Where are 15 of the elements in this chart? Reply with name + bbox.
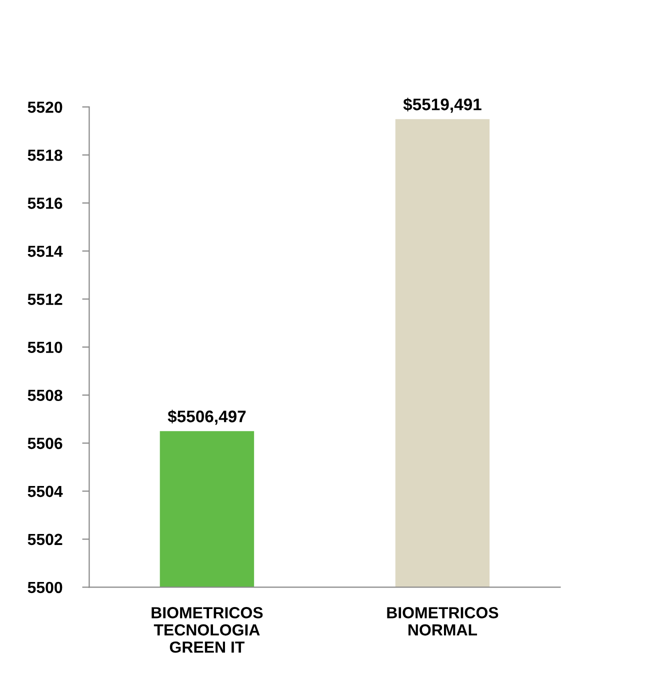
y-tick-label: 5514	[28, 246, 63, 257]
y-tick-label: 5518	[28, 150, 62, 161]
y-tick-label: 5500	[28, 582, 62, 594]
x-tick-label: BIOMETRICOS TECNOLOGIA GREEN IT	[152, 607, 263, 653]
y-tick-label: 5512	[28, 294, 62, 305]
data-label: $5506,497	[168, 410, 246, 425]
x-tick-label: BIOMETRICOS NORMAL	[387, 607, 498, 636]
y-tick-label: 5504	[28, 486, 63, 498]
data-label: $5519,491	[403, 98, 482, 113]
y-tick-label: 5508	[28, 390, 62, 402]
y-tick-label: 5502	[28, 534, 62, 546]
y-tick-label: 5520	[28, 102, 62, 113]
y-tick-label: 5506	[28, 438, 62, 450]
y-tick-label: 5516	[28, 198, 62, 209]
y-tick-label: 5510	[28, 342, 62, 354]
